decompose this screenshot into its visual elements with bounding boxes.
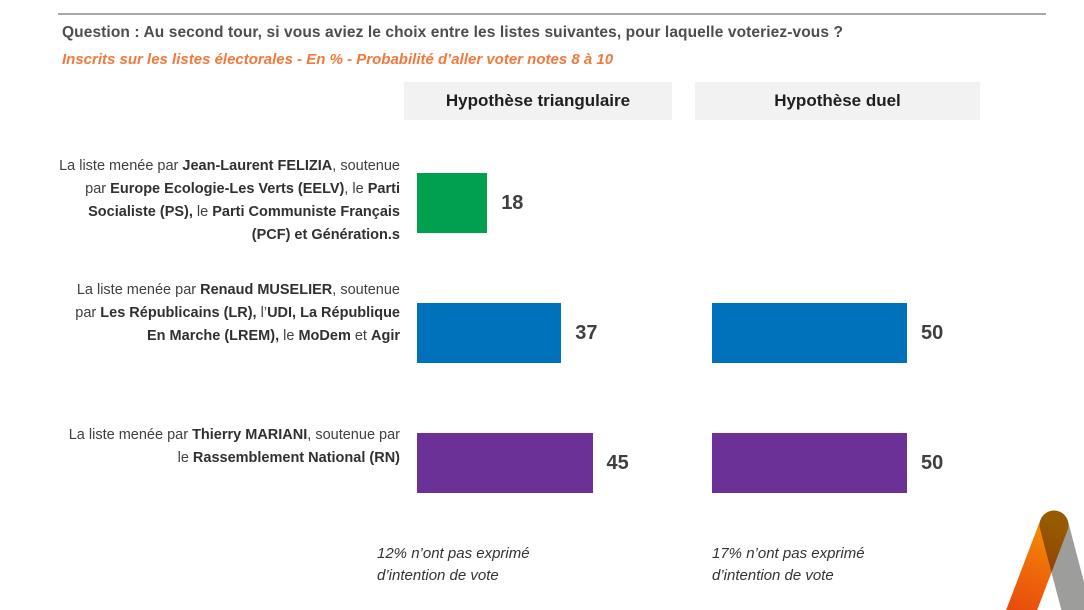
column-header-triangulaire: Hypothèse triangulaire <box>404 82 672 120</box>
top-divider <box>58 13 1046 15</box>
bar-group-muselier-triangulaire: 37 <box>417 303 598 363</box>
footnote-triangulaire: 12% n’ont pas exprimé d’intention de vot… <box>377 545 530 584</box>
bar-mariani-triangulaire <box>417 433 593 493</box>
brand-logo-icon <box>1006 510 1084 610</box>
column-header-duel: Hypothèse duel <box>695 82 980 120</box>
bar-value-felizia-triangulaire: 18 <box>501 191 524 214</box>
bar-value-muselier-duel: 50 <box>921 321 944 344</box>
bar-felizia-triangulaire <box>417 173 488 233</box>
bar-muselier-duel <box>712 303 907 363</box>
bar-group-felizia-triangulaire: 18 <box>417 173 523 233</box>
bar-value-mariani-triangulaire: 45 <box>606 451 629 474</box>
bar-value-muselier-triangulaire: 37 <box>575 321 598 344</box>
row-label-muselier: La liste menée par Renaud MUSELIER, sout… <box>75 282 400 344</box>
bar-muselier-triangulaire <box>417 303 562 363</box>
bar-group-muselier-duel: 50 <box>712 303 943 363</box>
question-text: Question : Au second tour, si vous aviez… <box>62 24 844 41</box>
row-label-mariani: La liste menée par Thierry MARIANI, sout… <box>68 427 400 466</box>
bar-mariani-duel <box>712 433 907 493</box>
footnote-duel: 17% n’ont pas exprimé d’intention de vot… <box>712 545 865 584</box>
subtitle-text: Inscrits sur les listes électorales - En… <box>62 51 614 68</box>
bar-value-mariani-duel: 50 <box>921 451 944 474</box>
bar-group-mariani-duel: 50 <box>712 433 943 493</box>
bar-group-mariani-triangulaire: 45 <box>417 433 629 493</box>
row-label-felizia: La liste menée par Jean-Laurent FELIZIA,… <box>59 158 400 243</box>
